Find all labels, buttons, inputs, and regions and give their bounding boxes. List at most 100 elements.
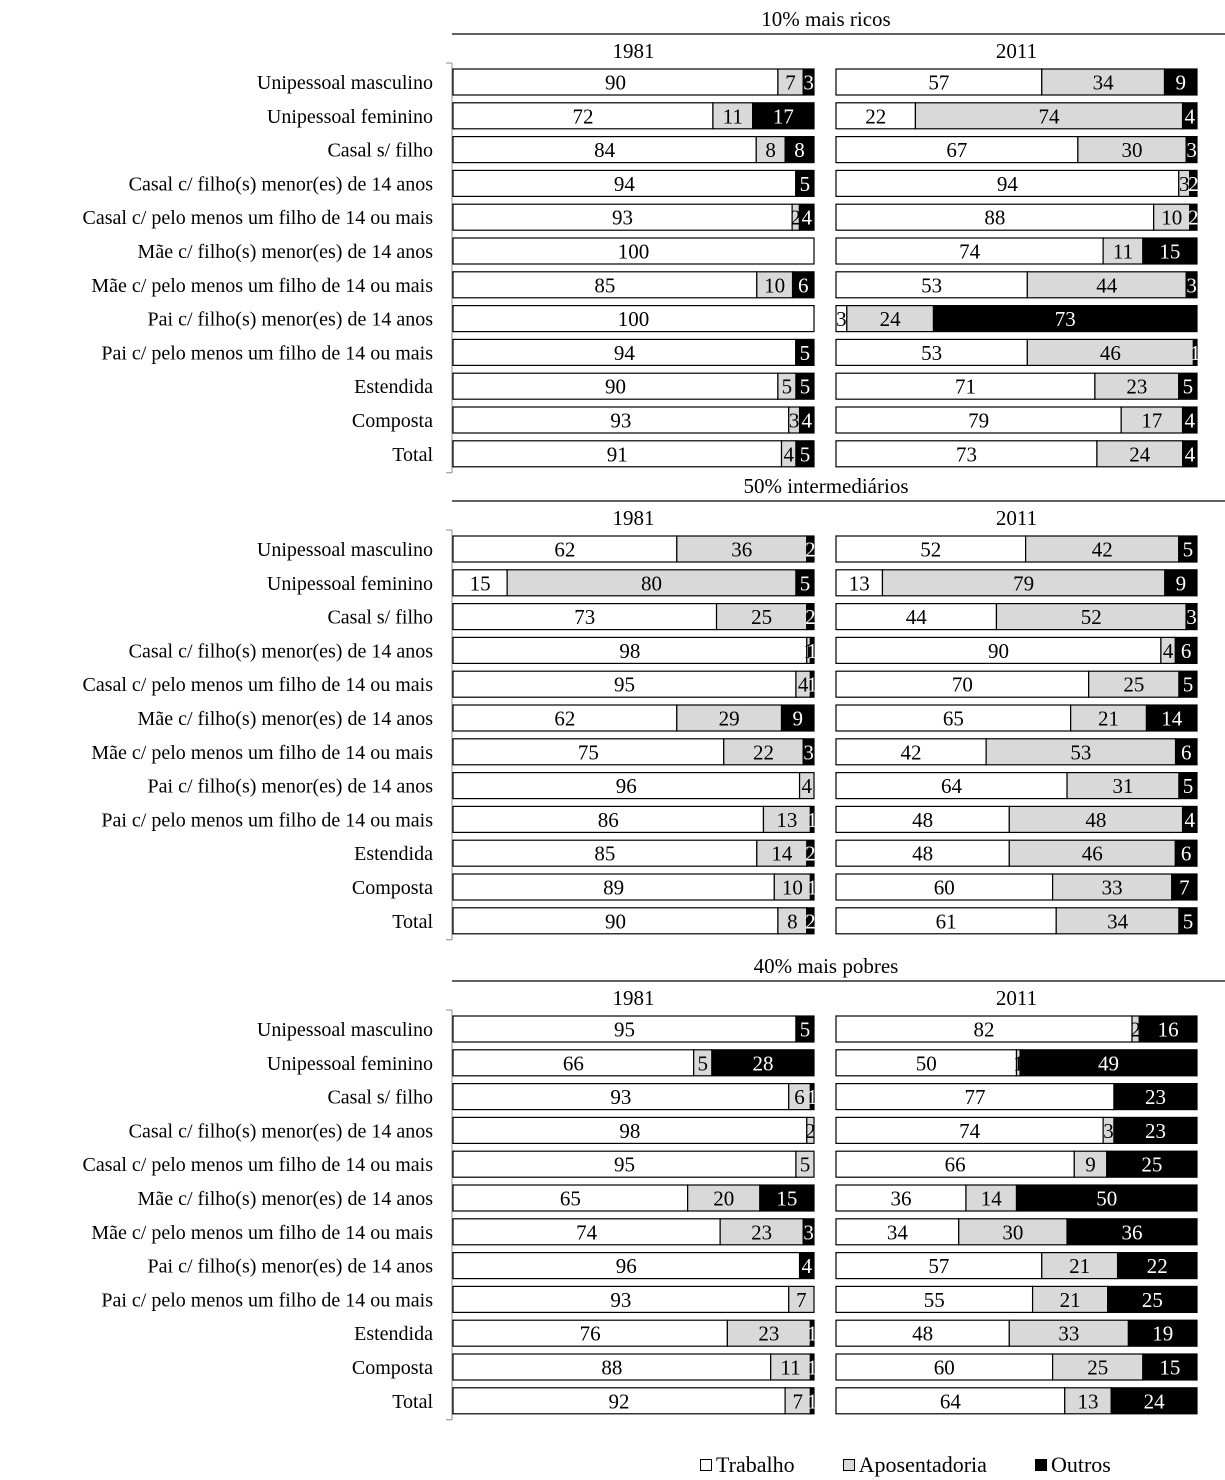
bar-segment-trabalho [452,839,758,867]
category-label: Casal s/ filho [327,140,433,162]
bar-segment-trabalho [835,907,1057,935]
data-label-aposentadoria: 42 [1092,538,1113,562]
bar-segment-outros [1192,338,1198,366]
data-label-outros: 9 [1176,571,1187,595]
data-label-aposentadoria: 8 [787,909,798,933]
data-label-aposentadoria: 31 [1112,774,1133,798]
data-label-aposentadoria: 4 [798,673,809,697]
legend-swatch-trabalho [700,1459,712,1471]
data-label-trabalho: 34 [887,1220,909,1244]
bar-segment-aposentadoria [784,1387,811,1415]
bar-segment-outros [806,535,815,563]
data-label-aposentadoria: 5 [698,1051,709,1075]
data-label-trabalho: 94 [997,172,1019,196]
bar-segment-trabalho [452,68,779,96]
data-label-trabalho: 74 [576,1220,598,1244]
category-label: Unipessoal masculino [257,1019,433,1041]
data-label-aposentadoria: 2 [805,1119,816,1143]
data-label-trabalho: 70 [952,673,973,697]
legend-label-aposentadoria: Aposentadoria [858,1452,987,1477]
category-label: Mãe c/ pelo menos um filho de 14 ou mais [91,742,433,764]
bar-segment-outros [798,1251,815,1280]
bar-segment-aposentadoria [788,1285,815,1314]
bar-segment-trabalho [835,670,1090,698]
data-label-trabalho: 86 [598,808,619,832]
bar-segment-trabalho [452,1184,689,1212]
data-label-trabalho: 93 [610,1085,631,1109]
bar-segment-outros [1189,203,1198,231]
bar-segment-outros [806,907,815,935]
bar-segment-aposentadoria [1064,1387,1112,1415]
bar-segment-outros [809,1319,815,1347]
data-label-outros: 6 [1181,842,1192,866]
data-label-trabalho: 79 [968,409,989,433]
bar-segment-trabalho [452,1116,808,1145]
data-label-aposentadoria: 2 [1130,1018,1141,1042]
data-label-aposentadoria: 33 [1058,1322,1079,1346]
bar-segment-trabalho [835,839,1010,867]
data-label-outros: 3 [803,71,814,95]
data-label-aposentadoria: 24 [880,307,902,331]
bar-segment-trabalho [452,1387,786,1415]
data-label-aposentadoria: 21 [1060,1288,1081,1312]
bar-segment-outros [759,1184,815,1212]
data-label-outros: 73 [1055,307,1076,331]
data-label-aposentadoria: 30 [1002,1220,1023,1244]
bar-segment-aposentadoria [846,305,935,333]
data-label-aposentadoria: 29 [719,707,740,731]
data-label-trabalho: 100 [618,307,650,331]
bar-segment-trabalho [452,203,793,231]
bar-segment-trabalho [452,704,678,732]
bar-segment-outros [784,136,815,164]
category-label: Estendida [354,843,433,865]
bar-segment-trabalho [452,1353,772,1381]
data-label-trabalho: 64 [941,774,963,798]
bar-segment-aposentadoria [1055,907,1180,935]
bar-segment-outros [1138,1015,1198,1043]
bar-segment-trabalho [835,1150,1075,1178]
bar-segment-trabalho [452,1150,797,1178]
data-label-outros: 6 [798,273,809,297]
bar-segment-trabalho [835,68,1043,96]
data-label-aposentadoria: 1 [1013,1051,1024,1075]
bar-segment-outros [795,1015,815,1043]
category-label: Pai c/ filho(s) menor(es) de 14 anos [148,776,434,798]
bar-segment-outros [1107,1285,1198,1314]
data-label-aposentadoria: 9 [1085,1153,1096,1177]
data-label-outros: 2 [805,538,816,562]
data-label-aposentadoria: 13 [776,808,797,832]
bar-segment-outros [1174,738,1198,766]
data-label-outros: 1 [807,1389,818,1413]
data-label-outros: 7 [1179,876,1190,900]
bar-segment-trabalho [452,636,808,665]
data-label-trabalho: 82 [974,1018,995,1042]
data-label-aposentadoria: 4 [802,774,813,798]
data-label-aposentadoria: 36 [731,538,752,562]
bar-segment-trabalho [835,169,1180,197]
data-label-trabalho: 50 [916,1051,937,1075]
data-label-aposentadoria: 1 [803,639,814,663]
bar-segment-outros [809,1387,815,1415]
data-label-outros: 4 [802,409,813,433]
panel-title: 50% intermediários [743,474,908,498]
data-label-aposentadoria: 25 [1123,673,1144,697]
data-label-trabalho: 73 [956,442,977,466]
data-label-aposentadoria: 5 [800,1153,811,1177]
category-label: Mãe c/ filho(s) menor(es) de 14 anos [138,1188,434,1210]
data-label-outros: 19 [1152,1322,1173,1346]
bar-segment-aposentadoria [881,569,1166,597]
bar-segment-trabalho [452,169,797,197]
data-label-aposentadoria: 25 [1087,1356,1108,1380]
data-label-trabalho: 98 [619,1119,640,1143]
bar-segment-outros [1145,704,1198,732]
category-label: Pai c/ filho(s) menor(es) de 14 anos [148,1256,434,1278]
legend: Trabalho Aposentadoria Outros [700,1452,1200,1478]
data-label-aposentadoria: 11 [723,104,743,128]
bar-segment-aposentadoria [798,771,815,800]
data-label-outros: 14 [1161,707,1183,731]
data-label-trabalho: 95 [614,673,635,697]
bar-segment-outros [1116,1251,1198,1280]
data-label-aposentadoria: 7 [796,1288,807,1312]
data-label-aposentadoria: 10 [764,273,785,297]
